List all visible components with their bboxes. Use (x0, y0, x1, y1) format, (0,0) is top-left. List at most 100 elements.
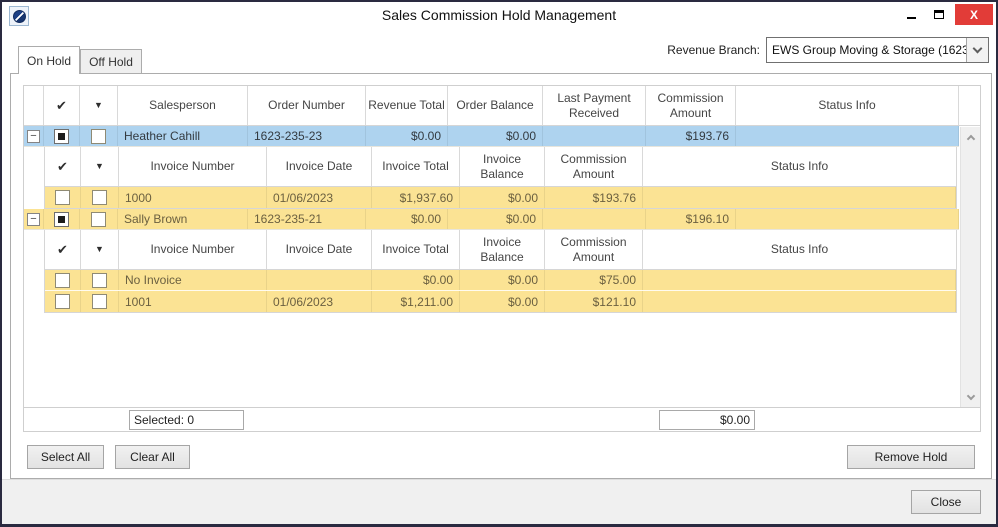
invoice-filter-header[interactable]: ▼ (81, 147, 119, 186)
check-icon: ✔ (57, 241, 68, 257)
row-check-cell (44, 126, 80, 146)
invoice-row[interactable]: 1000 01/06/2023 $1,937.60 $0.00 $193.76 (45, 187, 956, 208)
row-check-cell (44, 209, 80, 229)
order-balance-cell: $0.00 (448, 126, 543, 146)
grid-footer: Selected: 0 $0.00 (24, 407, 980, 431)
filter-arrow-icon: ▼ (94, 100, 103, 111)
invoice-flag-checkbox[interactable] (92, 272, 107, 288)
invoice-commission-header[interactable]: Commission Amount (545, 147, 643, 186)
status-info-cell (736, 126, 959, 146)
invoice-flag-checkbox[interactable] (92, 190, 107, 205)
invoice-status-cell (643, 270, 956, 290)
invoice-check-cell (45, 270, 81, 290)
clear-all-button[interactable]: Clear All (115, 445, 190, 469)
close-window-button[interactable]: X (955, 4, 993, 25)
filter-column-header[interactable]: ▼ (80, 86, 118, 125)
invoice-date-cell (267, 270, 372, 290)
invoice-commission-cell: $121.10 (545, 291, 643, 312)
invoice-balance-header[interactable]: Invoice Balance (460, 230, 545, 269)
commission-amount-cell: $196.10 (646, 209, 736, 229)
invoice-total-header[interactable]: Invoice Total (372, 147, 460, 186)
tab-off-hold[interactable]: Off Hold (80, 49, 142, 73)
chevron-down-icon (966, 391, 975, 400)
invoice-filter-header[interactable]: ▼ (81, 230, 119, 269)
salesperson-row[interactable]: − Sally Brown 1623-235-21 $0.00 $0.00 $1… (24, 209, 959, 230)
minimize-button[interactable] (898, 4, 924, 25)
invoice-balance-cell: $0.00 (460, 270, 545, 290)
invoice-row[interactable]: No Invoice $0.00 $0.00 $75.00 (45, 270, 956, 291)
chevron-up-icon (966, 134, 975, 143)
order-balance-cell: $0.00 (448, 209, 543, 229)
invoice-total-header[interactable]: Invoice Total (372, 230, 460, 269)
row-flag-cell (80, 126, 118, 146)
salesperson-header[interactable]: Salesperson (118, 86, 248, 125)
revenue-branch-dropdown-button[interactable] (966, 38, 988, 62)
invoice-date-header[interactable]: Invoice Date (267, 147, 372, 186)
invoice-commission-cell: $193.76 (545, 187, 643, 208)
invoice-total-cell: $1,937.60 (372, 187, 460, 208)
maximize-icon (934, 10, 944, 19)
row-flag-checkbox[interactable] (91, 211, 106, 227)
scroll-up-button[interactable] (961, 129, 980, 145)
invoice-row[interactable]: 1001 01/06/2023 $1,211.00 $0.00 $121.10 (45, 291, 956, 312)
invoice-commission-cell: $75.00 (545, 270, 643, 290)
select-all-button[interactable]: Select All (27, 445, 104, 469)
vertical-scrollbar[interactable] (960, 127, 980, 407)
filter-arrow-icon: ▼ (95, 161, 104, 172)
invoice-status-header[interactable]: Status Info (770, 159, 829, 174)
invoice-number-header[interactable]: Invoice Number (119, 147, 267, 186)
invoice-check-cell (45, 291, 81, 312)
collapse-button[interactable]: − (27, 212, 40, 226)
invoice-commission-header[interactable]: Commission Amount (545, 230, 643, 269)
filter-arrow-icon: ▼ (95, 244, 104, 255)
invoice-date-cell: 01/06/2023 (267, 187, 372, 208)
scroll-down-button[interactable] (961, 389, 980, 405)
row-checkbox-indeterminate[interactable] (54, 128, 69, 144)
invoice-number-header[interactable]: Invoice Number (119, 230, 267, 269)
order-number-header[interactable]: Order Number (248, 86, 366, 125)
revenue-total-cell: $0.00 (366, 209, 448, 229)
app-icon (12, 9, 26, 23)
check-column-header[interactable]: ✔ (44, 86, 80, 125)
invoice-status-cell (643, 187, 956, 208)
remove-hold-button[interactable]: Remove Hold (847, 445, 975, 469)
invoice-date-header[interactable]: Invoice Date (267, 230, 372, 269)
close-button[interactable]: Close (911, 490, 981, 514)
invoice-number-cell: 1000 (119, 187, 267, 208)
expander-cell: − (24, 126, 44, 146)
order-number-cell: 1623-235-21 (248, 209, 366, 229)
check-icon: ✔ (56, 97, 67, 113)
invoice-status-header[interactable]: Status Info (770, 242, 829, 257)
invoice-check-header[interactable]: ✔ (45, 147, 81, 186)
last-payment-cell (543, 209, 646, 229)
salesperson-row[interactable]: − Heather Cahill 1623-235-23 $0.00 $0.00… (24, 126, 959, 147)
order-number-cell: 1623-235-23 (248, 126, 366, 146)
invoice-balance-header[interactable]: Invoice Balance (460, 147, 545, 186)
collapse-button[interactable]: − (27, 129, 40, 143)
invoice-checkbox[interactable] (55, 272, 70, 288)
revenue-total-header[interactable]: Revenue Total (366, 86, 448, 125)
status-info-header[interactable]: Status Info (736, 86, 959, 125)
invoice-flag-checkbox[interactable] (92, 294, 107, 309)
expander-cell: − (24, 209, 44, 229)
row-flag-checkbox[interactable] (91, 128, 106, 144)
revenue-branch-select[interactable]: EWS Group Moving & Storage (1623) (766, 37, 989, 63)
invoice-checkbox[interactable] (55, 190, 70, 205)
commission-amount-header[interactable]: Commission Amount (646, 86, 736, 125)
invoice-check-header[interactable]: ✔ (45, 230, 81, 269)
on-hold-tab-panel: ✔ ▼ Salesperson Order Number Revenue Tot… (10, 73, 992, 479)
minimize-icon (906, 16, 916, 19)
tab-on-hold[interactable]: On Hold (18, 46, 80, 74)
maximize-button[interactable] (926, 4, 952, 25)
row-checkbox-indeterminate[interactable] (54, 211, 69, 227)
chevron-down-icon (972, 43, 983, 54)
invoice-flag-cell (81, 187, 119, 208)
invoice-number-cell: No Invoice (119, 270, 267, 290)
invoice-checkbox[interactable] (55, 294, 70, 309)
invoice-status-cell (643, 291, 956, 312)
check-icon: ✔ (57, 158, 68, 174)
order-balance-header[interactable]: Order Balance (448, 86, 543, 125)
last-payment-header[interactable]: Last Payment Received (543, 86, 646, 125)
invoice-flag-cell (81, 291, 119, 312)
